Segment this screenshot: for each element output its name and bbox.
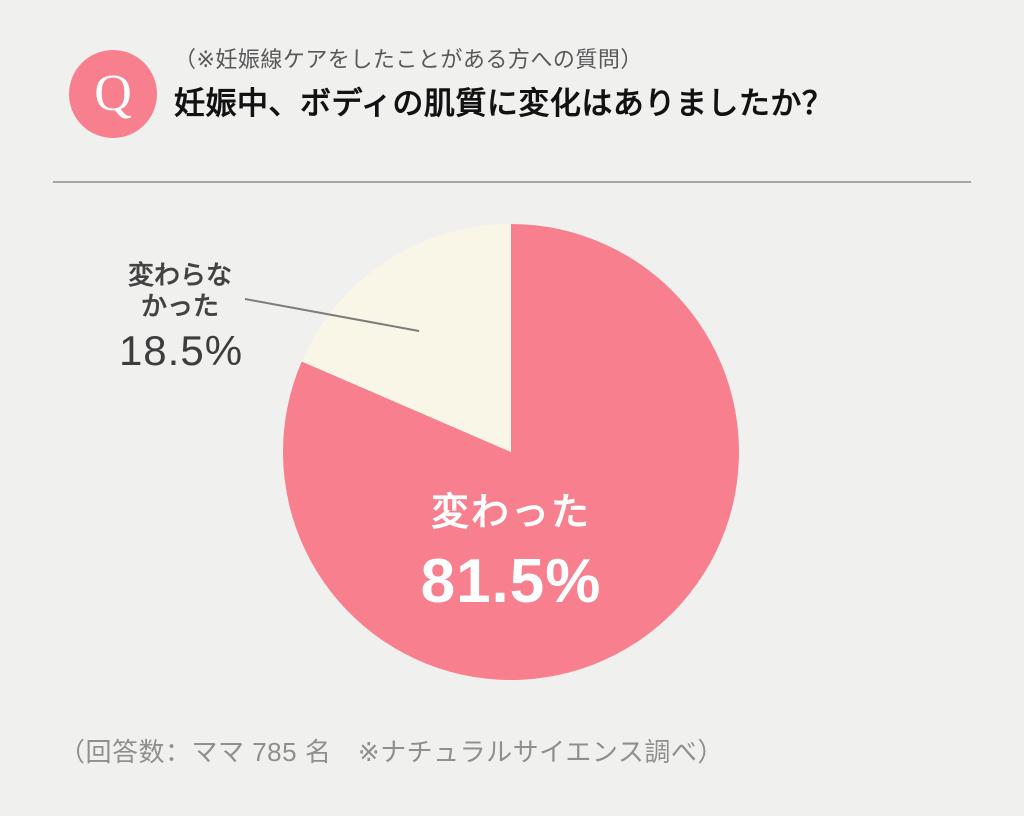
- label-leader-line: [244, 298, 420, 332]
- pie-slice: [283, 224, 739, 680]
- slice-label-changed: 変わった: [430, 492, 591, 534]
- slice-label-unchanged-line2: かった: [140, 290, 219, 321]
- pie-chart: [283, 224, 739, 680]
- slice-value-changed: 81.5%: [420, 547, 602, 616]
- question-note: （※妊娠線ケアをしたことがある方への質問）: [174, 47, 643, 72]
- slice-label-unchanged: 変わらな かった: [105, 260, 255, 321]
- pie-chart-svg: [283, 224, 739, 680]
- divider-line: [53, 181, 971, 183]
- slice-value-unchanged: 18.5%: [118, 327, 244, 374]
- question-title: 妊娠中、ボディの肌質に変化はありましたか？: [174, 86, 834, 121]
- pie-slice: [301, 224, 511, 452]
- question-badge-letter: Q: [94, 64, 132, 122]
- slice-label-unchanged-line1: 変わらな: [127, 260, 232, 290]
- question-badge-icon: Q: [69, 50, 157, 138]
- survey-source-caption: （回答数：ママ 785 名 ※ナチュラルサイエンス調べ）: [59, 737, 724, 767]
